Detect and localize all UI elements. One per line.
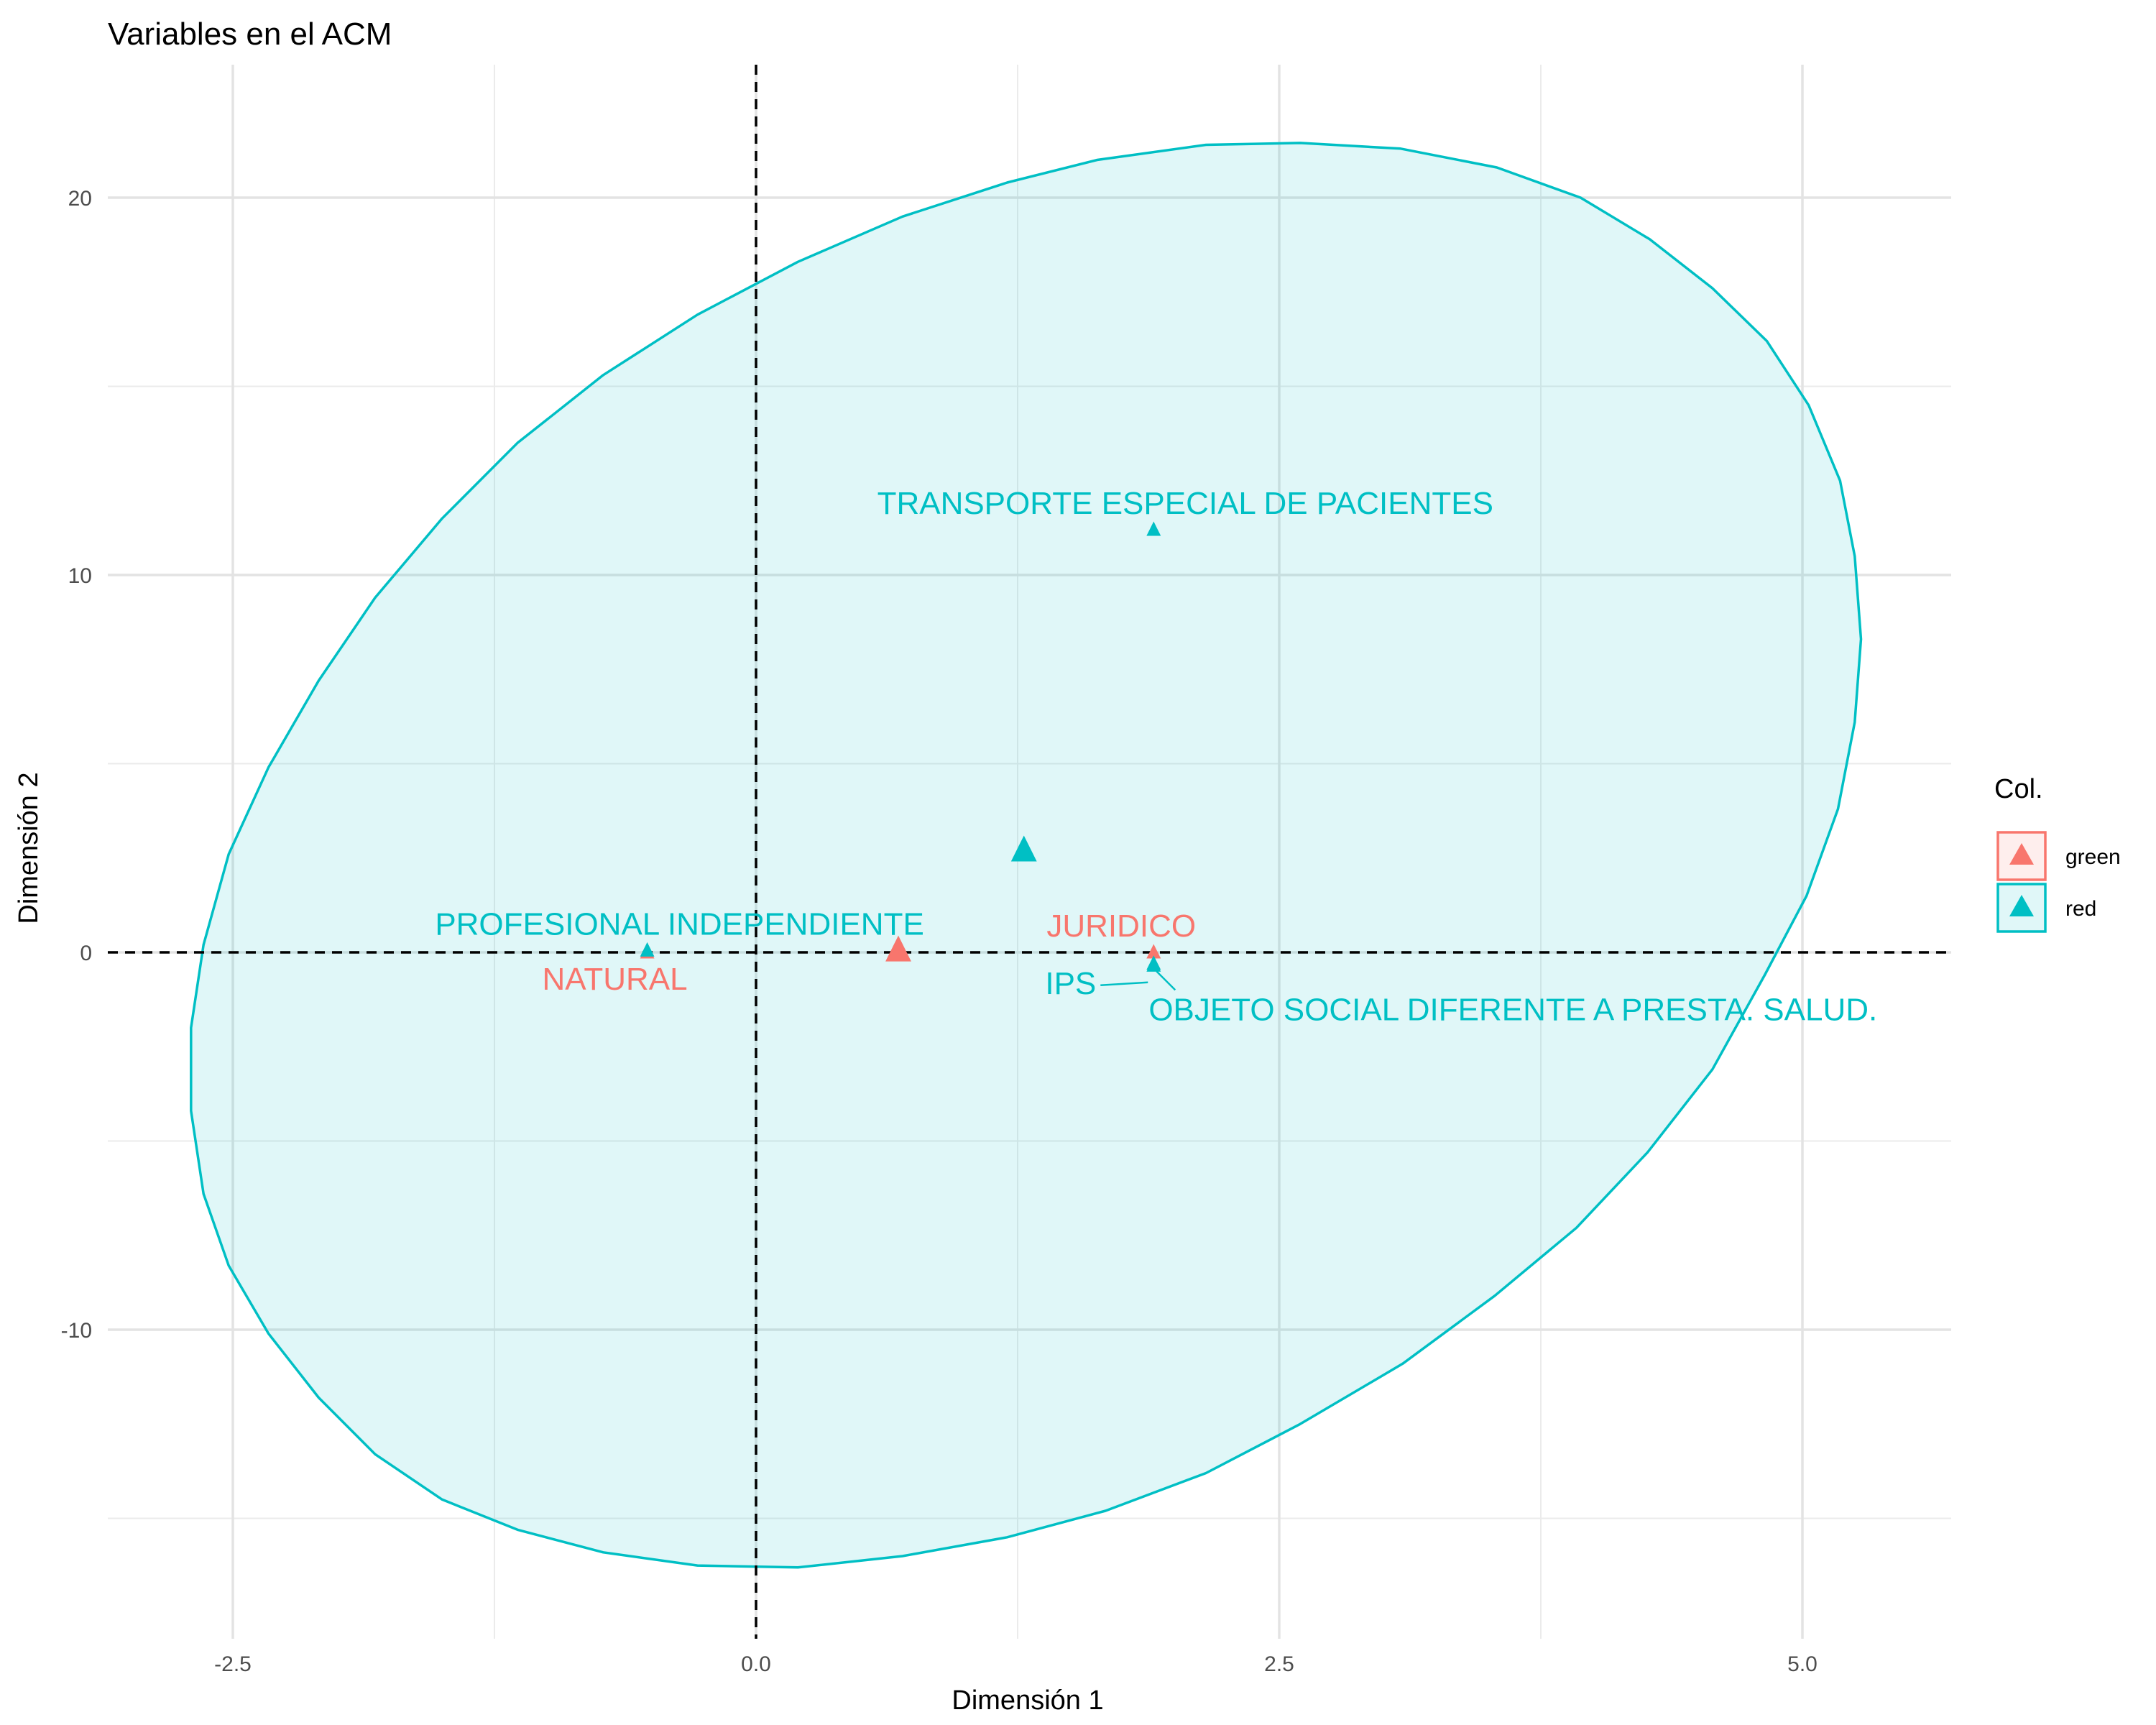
y-tick-label-2: 10 [68,564,92,588]
x-axis-title: Dimensión 1 [952,1685,1103,1716]
legend: Col. green red [1994,774,2121,933]
x-tick-label-2: 2.5 [1264,1652,1294,1676]
x-tick-label-3: 5.0 [1787,1652,1818,1676]
point-red-3 [1146,957,1161,972]
point-label-green-0: NATURAL [543,962,688,997]
point-red-0 [640,942,655,957]
reference-lines [108,65,1951,1639]
y-tick-label-0: -10 [61,1319,92,1343]
centroid-red [1010,835,1037,862]
legend-label-green: green [2065,845,2121,869]
legend-label-red: red [2065,897,2096,921]
y-tick-label-1: 0 [80,942,92,965]
x-tick-label-1: 0.0 [741,1652,771,1676]
points-layer [640,521,1161,972]
centroid-green [885,935,911,962]
y-axis-ticks: -10 0 10 20 [61,187,92,1343]
point-label-red-1: TRANSPORTE ESPECIAL DE PACIENTES [877,486,1493,521]
point-label-green-1: JURIDICO [1046,908,1196,944]
point-label-red-0: PROFESIONAL INDEPENDIENTE [435,906,924,942]
x-axis-ticks: -2.5 0.0 2.5 5.0 [214,1652,1818,1676]
point-label-red-2: IPS [1045,966,1096,1001]
point-green-1 [1146,944,1161,959]
y-axis-title: Dimensión 2 [14,772,44,924]
legend-title: Col. [1994,774,2043,804]
chart-title: Variables en el ACM [108,17,392,52]
y-tick-label-3: 20 [68,187,92,211]
point-label-red-3: OBJETO SOCIAL DIFERENTE A PRESTA. SALUD. [1148,992,1877,1027]
legend-triangle-green [2009,843,2034,865]
point-red-1 [1146,521,1161,536]
point-labels-layer: NATURAL JURIDICO PROFESIONAL INDEPENDIENTE… [435,486,1877,1027]
x-tick-label-0: -2.5 [214,1652,252,1676]
legend-triangle-red [2009,895,2034,916]
leader-line-objeto-social [1156,970,1176,991]
leader-line-ips [1100,981,1148,986]
